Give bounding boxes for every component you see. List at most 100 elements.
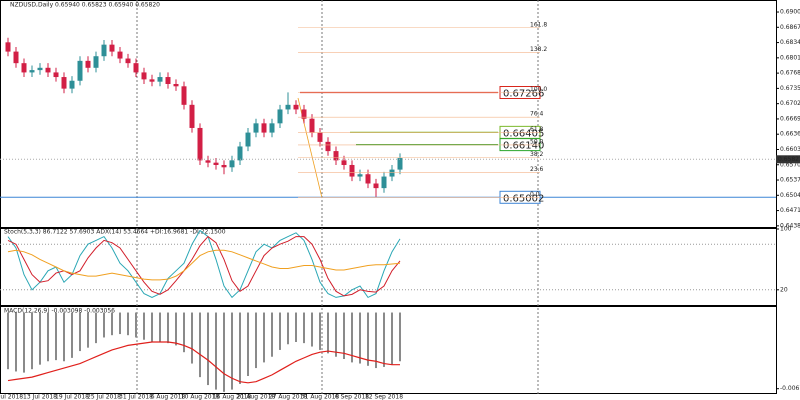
x-tick-label: 13 Jul 2018 [23, 394, 57, 400]
candle-body [269, 123, 275, 133]
candle-body [157, 77, 163, 82]
histogram-bar [79, 312, 81, 352]
candle-body [45, 67, 51, 73]
candle-body [213, 162, 219, 165]
price-level-label: 0.67266 [503, 89, 544, 100]
histogram-bar [87, 312, 89, 348]
main-panel [0, 0, 777, 228]
histogram-bar [351, 312, 353, 363]
histogram-bar [247, 312, 249, 376]
fib-label: 100.0 [530, 86, 547, 93]
y-tick-label: 0.69005 [780, 9, 800, 16]
candle-body [5, 42, 11, 52]
histogram-bar [335, 312, 337, 357]
candle-body [13, 51, 19, 64]
price-level-label: 0.66405 [503, 128, 544, 139]
stoch-title: Stoch(5,3,3) 86.7122 57.6903 ADX(14) 53.… [4, 229, 226, 236]
histogram-bar [311, 312, 313, 347]
histogram-bar [159, 312, 161, 342]
x-tick-label: 25 Jul 2018 [87, 394, 121, 400]
x-tick-label: 6 Aug 2018 [151, 394, 186, 400]
x-tick-label: 19 Jul 2018 [55, 394, 89, 400]
candle-body [373, 183, 379, 189]
y-tick-label: 0.66695 [780, 115, 800, 122]
histogram-bar [103, 312, 105, 338]
histogram-bar [127, 312, 129, 336]
histogram-bar [95, 312, 97, 344]
fib-label: 0.0 [530, 191, 540, 198]
candle-body [277, 109, 283, 124]
y-tick-label: 0.67355 [780, 85, 800, 92]
x-tick-label: 10 Aug 2018 [181, 394, 220, 400]
bid-label: 0.65823 [778, 156, 800, 163]
histogram-bar [183, 312, 185, 353]
fib-label: 161.8 [530, 21, 547, 28]
candle-body [301, 109, 307, 119]
x-tick-label: 6 Sep 2018 [335, 394, 369, 400]
candle-body [149, 79, 155, 82]
fib-label: 38.2 [530, 151, 544, 158]
y-tick-label: 0.68015 [780, 54, 800, 61]
candle-body [125, 58, 131, 64]
histogram-bar [135, 312, 137, 338]
histogram-bar [231, 312, 233, 390]
candle-body [397, 158, 403, 170]
x-tick-label: 31 Jul 2018 [119, 394, 153, 400]
y-tick-label: 0.67025 [780, 100, 800, 107]
candle-body [101, 44, 107, 57]
main-title: NZDUSD,Daily 0.65940 0.65823 0.65940 0.6… [10, 2, 160, 9]
histogram-bar [63, 312, 65, 362]
candle-body [37, 67, 43, 71]
histogram-bar [239, 312, 241, 384]
candle-body [133, 63, 139, 73]
indicator-line [7, 249, 401, 281]
histogram-bar [151, 312, 153, 342]
y-tick-label: 0.67685 [780, 70, 800, 77]
y-tick-label: 0.64715 [780, 207, 800, 214]
candle-body [357, 174, 363, 177]
histogram-bar [319, 312, 321, 350]
x-tick-label: 9 Jul 2018 [0, 394, 23, 400]
candle-body [21, 63, 27, 73]
candle-body [261, 123, 267, 133]
y-tick-label: 20 [780, 286, 788, 293]
histogram-bar [71, 312, 73, 358]
y-tick-label: 0.66365 [780, 131, 800, 138]
histogram-bar [271, 312, 273, 357]
candle-body [229, 160, 235, 168]
histogram-bar [143, 312, 145, 340]
fib-label: 61.8 [530, 126, 544, 133]
candle-body [173, 83, 179, 87]
signal-line [7, 341, 400, 384]
candle-body [77, 60, 83, 81]
histogram-bar [191, 312, 193, 364]
histogram-bar [375, 312, 377, 369]
macd-panel [0, 306, 777, 394]
histogram-bar [47, 312, 49, 362]
candle-body [141, 72, 147, 80]
fib-label: 76.4 [530, 111, 544, 118]
candle-body [181, 86, 187, 105]
histogram-bar [223, 312, 225, 392]
macd-title: MACD(12,26,9) -0.003098 -0.003056 [4, 308, 115, 315]
x-tick-label: 21 Aug 2018 [237, 394, 276, 400]
candle-body [341, 160, 347, 165]
y-tick-label: 0.65375 [780, 177, 800, 184]
histogram-bar [367, 312, 369, 366]
candle-body [253, 123, 259, 133]
candle-body [117, 51, 123, 59]
histogram-bar [343, 312, 345, 359]
bid-box [776, 155, 800, 164]
histogram-bar [119, 312, 121, 335]
candle-body [61, 77, 67, 89]
candle-body [29, 70, 35, 73]
candle-body [365, 174, 371, 184]
histogram-bar [31, 312, 33, 370]
candle-body [189, 104, 195, 128]
histogram-bar [23, 312, 25, 373]
histogram-bar [55, 312, 57, 361]
x-tick-label: 12 Sep 2018 [365, 394, 403, 400]
x-tick-label: 27 Aug 2018 [269, 394, 308, 400]
candle-body [165, 77, 171, 84]
